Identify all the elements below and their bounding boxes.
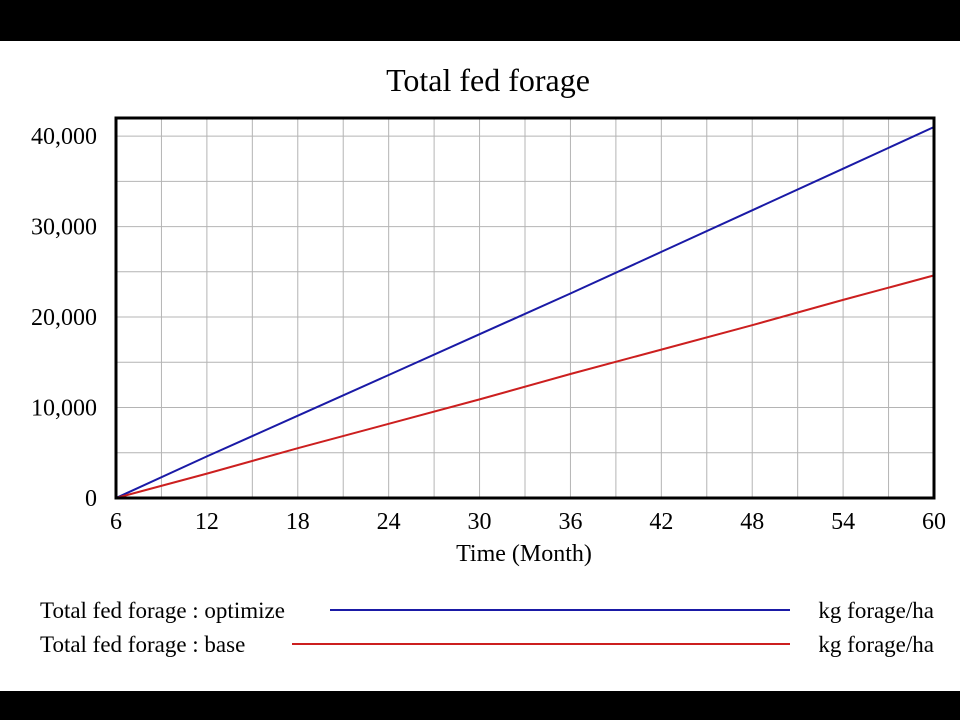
- x-axis-ticks: 6 12 18 24 30 36 42 48 54 60: [110, 509, 946, 535]
- legend-unit: kg forage/ha: [818, 632, 934, 657]
- data-point: [569, 292, 572, 295]
- data-point: [478, 333, 481, 336]
- x-axis-label: Time (Month): [456, 541, 592, 567]
- data-point: [842, 167, 844, 170]
- x-tick-label: 48: [740, 509, 764, 535]
- legend-unit: kg forage/ha: [818, 598, 934, 623]
- chart-title: Total fed forage: [386, 62, 590, 98]
- y-tick-label: 40,000: [31, 124, 97, 150]
- data-point: [478, 398, 481, 401]
- legend-series-name: Total fed forage : base: [40, 632, 245, 657]
- y-tick-label: 0: [85, 486, 97, 512]
- line-chart: Total fed forage 0 10,000 20,000 30,000 40,0…: [31, 62, 946, 657]
- data-point: [569, 373, 572, 375]
- y-tick-label: 30,000: [31, 215, 97, 241]
- data-point: [296, 414, 299, 417]
- x-tick-label: 36: [558, 509, 582, 535]
- x-tick-label: 24: [377, 509, 401, 535]
- data-point: [751, 209, 754, 212]
- data-point: [660, 348, 663, 351]
- x-tick-label: 6: [110, 509, 122, 535]
- y-axis-ticks: 0 10,000 20,000 30,000 40,000: [31, 124, 97, 512]
- series-line-0: [115, 126, 935, 499]
- y-tick-label: 10,000: [31, 396, 97, 422]
- y-tick-label: 20,000: [31, 305, 97, 331]
- data-point: [842, 299, 844, 301]
- x-tick-label: 60: [922, 509, 946, 535]
- plot-frame: [114, 116, 936, 500]
- legend: Total fed forage : optimize kg forage/ha T…: [40, 598, 934, 657]
- data-point: [296, 447, 299, 450]
- data-point: [751, 324, 754, 326]
- x-tick-label: 18: [286, 509, 310, 535]
- x-tick-label: 42: [649, 509, 673, 535]
- legend-series-name: Total fed forage : optimize: [40, 598, 285, 623]
- data-point: [387, 374, 390, 376]
- data-point: [387, 423, 390, 425]
- series-line-1: [115, 274, 935, 499]
- x-tick-label: 12: [195, 509, 219, 535]
- data-point: [660, 251, 663, 253]
- x-tick-label: 30: [468, 509, 492, 535]
- gridlines: [116, 118, 934, 498]
- chart-panel: Total fed forage 0 10,000 20,000 30,000 40,0…: [0, 41, 960, 691]
- data-point: [206, 472, 208, 475]
- x-tick-label: 54: [831, 509, 855, 535]
- data-point: [206, 455, 208, 458]
